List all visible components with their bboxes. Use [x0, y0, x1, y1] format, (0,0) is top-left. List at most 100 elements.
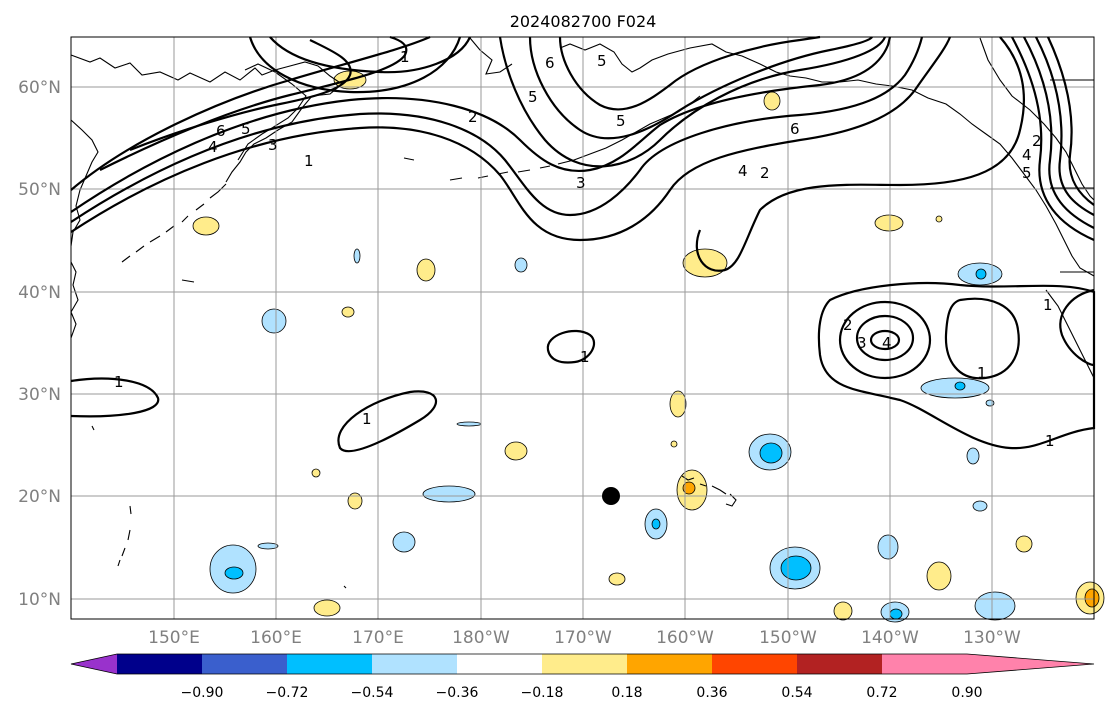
negative-shading	[353, 248, 361, 264]
contour-line	[99, 35, 408, 171]
contour-line	[248, 36, 462, 94]
latitude-axis: 60°N 50°N 40°N 30°N 20°N 10°N	[18, 78, 61, 610]
lon-tick-label: 160°E	[250, 628, 302, 648]
negative-shading	[877, 534, 899, 560]
contour-label: 6	[545, 54, 555, 72]
colorbar-extend-max	[967, 654, 1094, 674]
contour-label: 1	[362, 410, 372, 428]
contour-label: 3	[268, 136, 278, 154]
contour-label: 6	[216, 122, 226, 140]
colorbar-outline	[70, 653, 1095, 675]
contour-label: 2	[760, 164, 770, 182]
contour-line	[129, 39, 352, 152]
positive-shading	[833, 601, 853, 621]
lat-tick-label: 40°N	[18, 283, 61, 303]
contour-labels: 1 3 4 6 5 1 2 3 5 6 5 5 4 2 6 1 1 1 2 3 …	[114, 48, 1055, 450]
negative-shading	[966, 447, 980, 465]
contour-label: 3	[857, 334, 867, 352]
contour-label: 3	[576, 174, 586, 192]
contour-line	[337, 390, 438, 453]
contour-line	[70, 377, 160, 418]
contour-label: 1	[1043, 296, 1053, 314]
colorbar-segment	[372, 654, 457, 674]
contour-line	[70, 35, 431, 191]
positive-mid-shading	[682, 481, 696, 495]
lon-tick-label: 170°E	[352, 628, 404, 648]
contour-line	[70, 36, 924, 223]
coastlines	[70, 37, 1095, 589]
negative-mid-shading	[954, 381, 966, 391]
lat-tick-label: 10°N	[18, 590, 61, 610]
contour-label: 1	[400, 48, 410, 66]
contour-label: 2	[843, 316, 853, 334]
negative-shading	[422, 485, 476, 503]
contour-label: 4	[738, 162, 748, 180]
contour-label: 5	[616, 112, 626, 130]
kuril-islands	[121, 183, 227, 263]
positive-shading	[682, 248, 728, 278]
storm-center-marker	[602, 487, 620, 505]
contour-label: 4	[1022, 146, 1032, 164]
contour-line	[70, 36, 952, 242]
colorbar-tick-label: −0.18	[521, 685, 564, 701]
colorbar-tick-label: 0.90	[951, 685, 982, 701]
map-frame	[70, 36, 1095, 620]
contour-label: 5	[241, 120, 251, 138]
lon-tick-label: 170°W	[554, 628, 612, 648]
colorbar-segment	[457, 654, 542, 674]
contour-label: 4	[208, 138, 218, 156]
colorbar-segment	[117, 654, 202, 674]
contour-lines	[70, 35, 1096, 453]
colorbar-segment	[797, 654, 882, 674]
colorbar-segment	[882, 654, 967, 674]
lat-tick-label: 60°N	[18, 78, 61, 98]
contour-label: 6	[790, 120, 800, 138]
contour-line	[269, 36, 472, 74]
negative-mid-shading	[651, 518, 661, 530]
contour-line	[838, 300, 932, 380]
positive-shading	[341, 306, 355, 318]
contour-line	[1035, 36, 1095, 216]
map-panel: 1 3 4 6 5 1 2 3 5 6 5 5 4 2 6 1 1 1 2 3 …	[70, 35, 1105, 623]
figure-title: 2024082700 F024	[510, 12, 657, 31]
contour-line	[944, 297, 1020, 380]
positive-shading	[763, 91, 781, 111]
contour-line	[869, 329, 901, 351]
contour-line	[855, 314, 915, 362]
colorbar-tick-label: 0.18	[611, 685, 642, 701]
lat-tick-label: 50°N	[18, 180, 61, 200]
positive-shading	[347, 492, 363, 510]
contour-line	[1011, 36, 1095, 242]
positive-mid-shading	[1084, 588, 1100, 608]
negative-mid-shading	[889, 608, 903, 620]
lat-tick-label: 30°N	[18, 385, 61, 405]
colorbar-segment	[202, 654, 287, 674]
hawaiian-islands	[681, 475, 737, 507]
small-islands	[91, 157, 415, 589]
contour-line	[528, 36, 873, 140]
positive-shading	[874, 214, 904, 232]
asia-coastline	[70, 54, 343, 339]
contour-label: 1	[114, 373, 124, 391]
contour-label: 1	[304, 152, 314, 170]
colorbar-tick-label: 0.72	[866, 685, 897, 701]
positive-shading	[1015, 535, 1033, 553]
contour-label: 1	[977, 364, 987, 382]
colorbar-tick-label: −0.36	[436, 685, 479, 701]
colorbar-segment	[542, 654, 627, 674]
negative-shading	[514, 257, 528, 273]
negative-shading	[392, 531, 416, 553]
negative-shading	[456, 421, 482, 427]
positive-shading	[926, 561, 952, 591]
longitude-axis: 150°E 160°E 170°E 180°W 170°W 160°W 150°…	[148, 628, 1021, 648]
contour-label: 5	[1022, 164, 1032, 182]
negative-shading	[985, 399, 995, 407]
colorbar-tick-label: 0.54	[781, 685, 812, 701]
negative-shading	[257, 542, 279, 550]
negative-mid-shading	[780, 555, 812, 581]
contour-label: 5	[528, 88, 538, 106]
colorbar-extend-min	[71, 654, 117, 674]
contour-label: 1	[1045, 432, 1055, 450]
lon-tick-label: 130°W	[963, 628, 1021, 648]
